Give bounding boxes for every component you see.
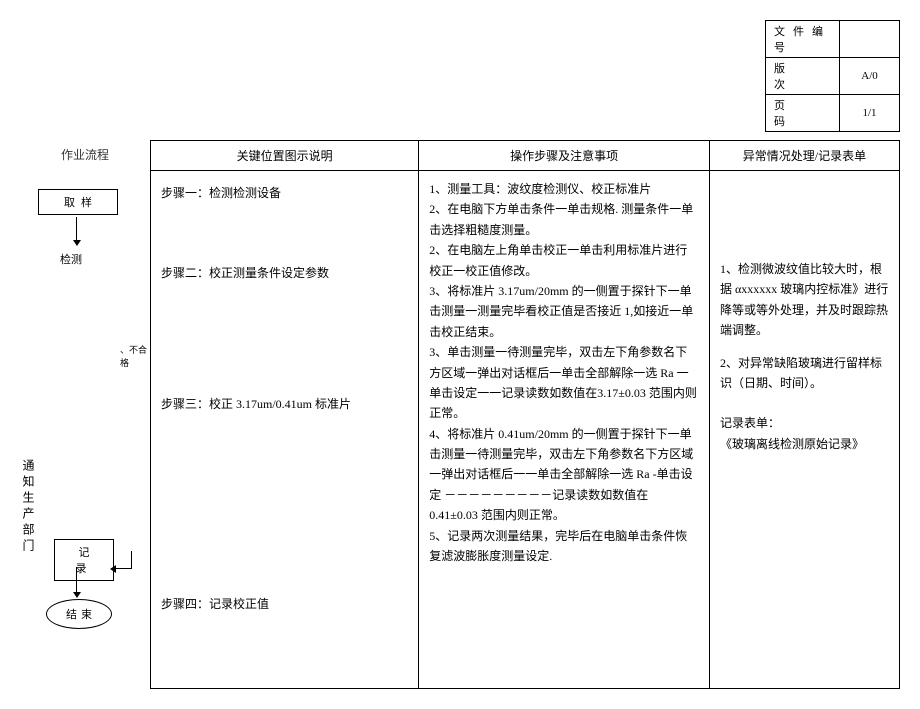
step-2: 步骤二：校正测量条件设定参数	[161, 263, 408, 283]
cell-ops: 1、测量工具：波纹度检测仪、校正标准片 2、在电脑下方单击条件一单击规格. 测量…	[419, 171, 710, 689]
op-2b: 2、在电脑左上角单击校正一单击利用标准片进行校正一校正值修改。	[429, 240, 699, 281]
op-1: 1、测量工具：波纹度检测仪、校正标准片	[429, 179, 699, 199]
page-val: 1/1	[840, 95, 900, 132]
node-record: 记录	[54, 539, 114, 581]
arrow-icon	[76, 567, 77, 597]
arrow-icon	[110, 565, 116, 573]
doc-meta-table: 文件编号 版 次 A/0 页 码 1/1	[765, 20, 900, 132]
op-4: 4、将标准片 0.41um/20mm 的一侧置于探针下一单击测量一待测量完毕，双…	[429, 424, 699, 526]
version-val: A/0	[840, 58, 900, 95]
rec-val: 《玻璃离线检测原始记录》	[720, 434, 889, 454]
fail-label: 、不合格	[120, 343, 150, 369]
step-4: 步骤四：记录校正值	[161, 594, 408, 614]
header-col2: 操作步骤及注意事项	[419, 141, 710, 171]
flow-column: 作业流程 取样 检测 、不合格 通知生产部门 记录 结束	[20, 140, 150, 689]
header-col1: 关键位置图示说明	[151, 141, 419, 171]
cell-keypos: 步骤一：检测检测设备 步骤二：校正测量条件设定参数 步骤三：校正 3.17um/…	[151, 171, 419, 689]
step-1: 步骤一：检测检测设备	[161, 183, 408, 203]
node-end: 结束	[46, 599, 112, 629]
main-table: 关键位置图示说明 操作步骤及注意事项 异常情况处理/记录表单 步骤一：检测检测设…	[150, 140, 900, 689]
version-label: 版 次	[766, 58, 840, 95]
cell-exception: 1、检测微波纹值比较大时，根据 αxxxxxx 玻璃内控标准》进行降等或等外处理…	[709, 171, 899, 689]
doc-no-val	[840, 21, 900, 58]
flow-title: 作业流程	[20, 140, 150, 169]
node-notify: 通知生产部门	[20, 459, 37, 555]
header-col3: 异常情况处理/记录表单	[709, 141, 899, 171]
node-check: 检测	[60, 251, 82, 267]
rec-label: 记录表单：	[720, 413, 889, 433]
flow-diagram: 取样 检测 、不合格 通知生产部门 记录 结束	[20, 169, 150, 689]
op-2a: 2、在电脑下方单击条件一单击规格. 测量条件一单击选择粗糙度测量。	[429, 199, 699, 240]
op-5: 5、记录两次测量结果，完毕后在电脑单击条件恢复滤波膨胀度测量设定.	[429, 526, 699, 567]
op-3: 3、将标准片 3.17um/20mm 的一侧置于探针下一单击测量一测量完毕看校正…	[429, 281, 699, 342]
node-sample: 取样	[38, 189, 118, 215]
arrow-icon	[76, 217, 77, 245]
step-3: 步骤三：校正 3.17um/0.41um 标准片	[161, 394, 408, 414]
op-3b: 3、单击测量一待测量完毕，双击左下角参数名下方区域一弹出对话框后一单击全部解除一…	[429, 342, 699, 424]
page-label: 页 码	[766, 95, 840, 132]
exc-1: 1、检测微波纹值比较大时，根据 αxxxxxx 玻璃内控标准》进行降等或等外处理…	[720, 259, 889, 341]
connector-line	[114, 551, 132, 569]
exc-2: 2、对异常缺陷玻璃进行留样标识（日期、时间）。	[720, 353, 889, 394]
doc-no-label: 文件编号	[766, 21, 840, 58]
